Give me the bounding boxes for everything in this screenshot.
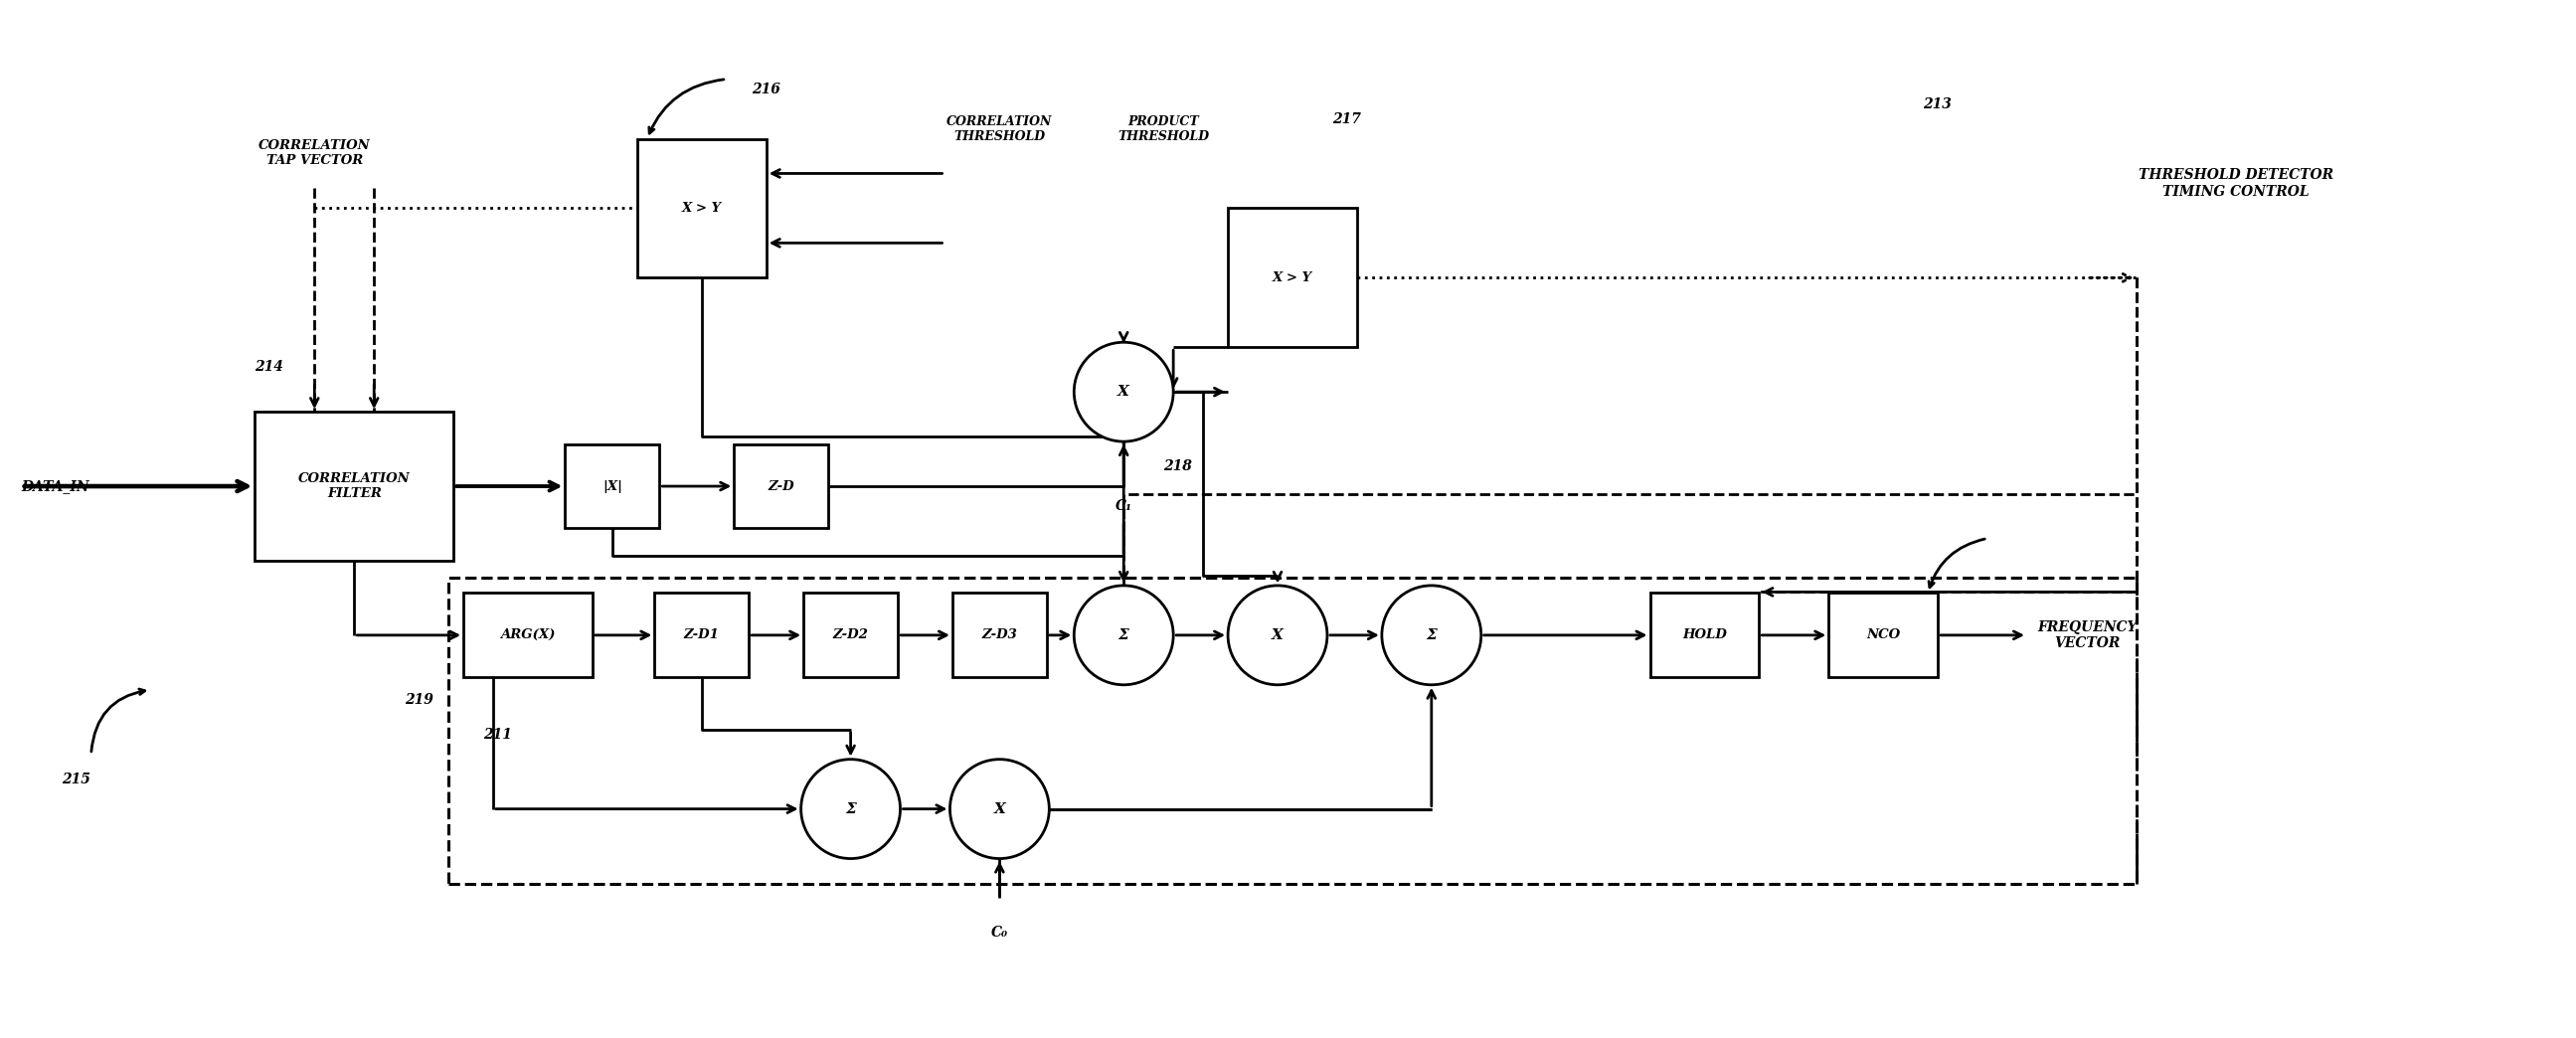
Text: Z-D3: Z-D3 <box>981 629 1018 641</box>
Bar <box>564 444 659 528</box>
Circle shape <box>1074 585 1172 685</box>
Text: NCO: NCO <box>1865 629 1901 641</box>
Text: Σ: Σ <box>1118 628 1128 643</box>
Text: C₀: C₀ <box>992 926 1007 940</box>
Text: Σ: Σ <box>1427 628 1437 643</box>
Bar <box>804 593 899 678</box>
Bar <box>734 444 829 528</box>
Text: X > Y: X > Y <box>683 201 721 215</box>
Text: Σ: Σ <box>845 802 855 816</box>
Text: THRESHOLD DETECTOR
TIMING CONTROL: THRESHOLD DETECTOR TIMING CONTROL <box>2138 168 2334 198</box>
Text: Z-D1: Z-D1 <box>683 629 719 641</box>
Text: X > Y: X > Y <box>1273 271 1311 284</box>
Text: 218: 218 <box>1164 460 1193 473</box>
Circle shape <box>1229 585 1327 685</box>
Bar <box>464 593 592 678</box>
Text: 219: 219 <box>404 692 433 707</box>
Circle shape <box>951 759 1048 858</box>
Text: CORRELATION
FILTER: CORRELATION FILTER <box>299 472 410 500</box>
Text: 216: 216 <box>752 82 781 97</box>
Text: |X|: |X| <box>603 480 623 493</box>
Text: CORRELATION
THRESHOLD: CORRELATION THRESHOLD <box>948 115 1054 142</box>
Bar <box>1229 209 1358 348</box>
Text: 211: 211 <box>484 728 513 741</box>
Circle shape <box>1381 585 1481 685</box>
Text: X: X <box>994 802 1005 816</box>
Text: X: X <box>1118 385 1131 399</box>
Text: ARG(X): ARG(X) <box>500 629 556 641</box>
Text: 214: 214 <box>255 360 283 374</box>
Text: DATA_IN: DATA_IN <box>21 480 90 493</box>
Bar <box>953 593 1046 678</box>
Text: CORRELATION
TAP VECTOR: CORRELATION TAP VECTOR <box>258 140 371 167</box>
Text: 213: 213 <box>1922 97 1953 111</box>
Text: Z-D: Z-D <box>768 480 793 493</box>
Circle shape <box>1074 343 1172 441</box>
Bar <box>448 578 2136 883</box>
Bar <box>654 593 750 678</box>
Bar <box>1649 593 1759 678</box>
Bar <box>636 139 765 278</box>
Text: PRODUCT
THRESHOLD: PRODUCT THRESHOLD <box>1118 115 1208 142</box>
Text: X: X <box>1273 628 1283 643</box>
Text: FREQUENCY
VECTOR: FREQUENCY VECTOR <box>2038 620 2138 650</box>
Bar <box>1829 593 1937 678</box>
Text: 215: 215 <box>62 772 90 786</box>
Text: C₁: C₁ <box>1115 499 1133 513</box>
Text: 217: 217 <box>1332 112 1360 126</box>
Circle shape <box>801 759 899 858</box>
Bar <box>255 412 453 561</box>
Text: HOLD: HOLD <box>1682 629 1726 641</box>
Text: Z-D2: Z-D2 <box>832 629 868 641</box>
